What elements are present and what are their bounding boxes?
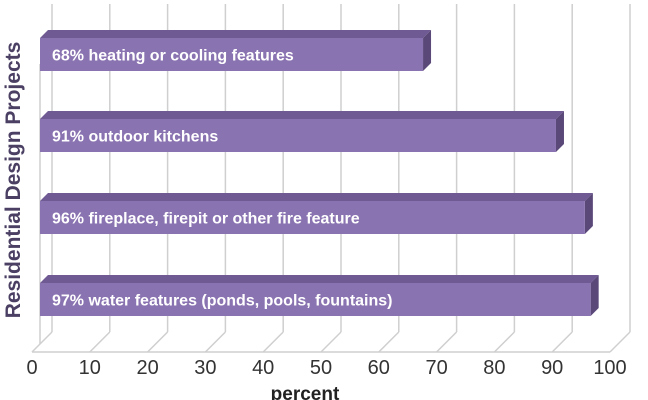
bar-top xyxy=(40,30,432,38)
floor-gridline xyxy=(262,331,284,353)
x-tick-label: 90 xyxy=(541,357,563,379)
x-tick-label: 10 xyxy=(79,357,101,379)
bar xyxy=(40,283,591,316)
bar-top xyxy=(40,193,593,201)
bar-label: 97% water features (ponds, pools, founta… xyxy=(52,293,393,310)
x-tick-label: 80 xyxy=(483,357,505,379)
x-tick-label: 0 xyxy=(26,357,37,379)
x-tick-label: 20 xyxy=(136,357,158,379)
bar xyxy=(40,38,424,71)
floor-gridline xyxy=(320,331,342,353)
floor-gridline xyxy=(493,331,515,353)
floor-gridline xyxy=(436,331,458,353)
floor-gridline xyxy=(204,331,226,353)
x-tick-label: 40 xyxy=(252,357,274,379)
x-axis-label: percent xyxy=(271,384,340,400)
x-tick-label: 50 xyxy=(310,357,332,379)
bar-label: 68% heating or cooling features xyxy=(52,48,294,65)
x-tick-label: 100 xyxy=(593,357,626,379)
bar-top xyxy=(40,275,599,283)
x-tick-label: 30 xyxy=(194,357,216,379)
bar-label: 96% fireplace, firepit or other fire fea… xyxy=(52,211,360,228)
bar-top xyxy=(40,111,564,119)
floor-gridline xyxy=(609,331,631,353)
bar xyxy=(40,119,556,152)
bar xyxy=(40,201,585,234)
x-tick-label: 70 xyxy=(425,357,447,379)
y-axis-label: Residential Design Projects xyxy=(2,42,25,319)
x-ticks: 0 10 20 30 40 50 60 70 80 90 100 xyxy=(26,357,626,379)
floor-gridline xyxy=(378,331,400,353)
x-tick-label: 60 xyxy=(368,357,390,379)
floor-gridline xyxy=(89,331,111,353)
floor-gridline xyxy=(31,331,53,353)
bar-side xyxy=(423,30,432,71)
floor-gridline xyxy=(551,331,573,353)
bar-side xyxy=(584,193,593,234)
bar-side xyxy=(555,111,564,152)
bar-label: 91% outdoor kitchens xyxy=(52,129,218,146)
floor-gridline xyxy=(147,331,169,353)
bar-side xyxy=(590,275,599,316)
bars: 68% heating or cooling features 91% outdo… xyxy=(40,30,599,316)
